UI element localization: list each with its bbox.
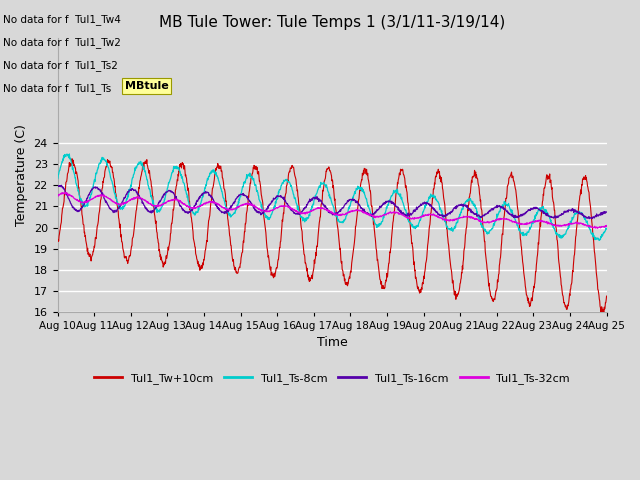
Text: No data for f  Tul1_Ts2: No data for f Tul1_Ts2	[3, 60, 118, 72]
Y-axis label: Temperature (C): Temperature (C)	[15, 124, 28, 226]
Text: No data for f  Tul1_Ts: No data for f Tul1_Ts	[3, 84, 111, 95]
Text: MBtule: MBtule	[125, 81, 168, 91]
Text: No data for f  Tul1_Tw2: No data for f Tul1_Tw2	[3, 37, 121, 48]
X-axis label: Time: Time	[317, 336, 348, 349]
Text: No data for f  Tul1_Tw4: No data for f Tul1_Tw4	[3, 14, 121, 25]
Legend: Tul1_Tw+10cm, Tul1_Ts-8cm, Tul1_Ts-16cm, Tul1_Ts-32cm: Tul1_Tw+10cm, Tul1_Ts-8cm, Tul1_Ts-16cm,…	[90, 368, 575, 388]
Title: MB Tule Tower: Tule Temps 1 (3/1/11-3/19/14): MB Tule Tower: Tule Temps 1 (3/1/11-3/19…	[159, 15, 505, 30]
